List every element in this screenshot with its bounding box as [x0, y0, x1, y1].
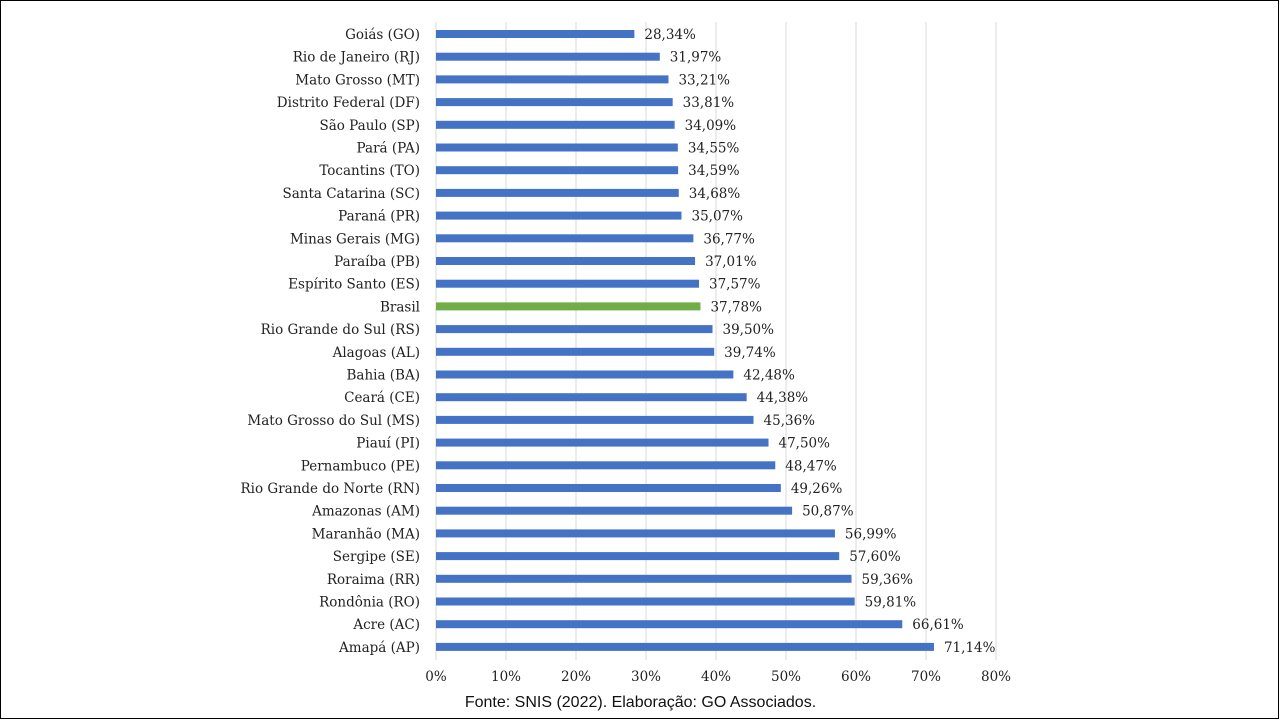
x-tick-label: 30% [631, 669, 661, 685]
category-label: Goiás (GO) [345, 27, 420, 43]
value-label: 39,74% [724, 345, 776, 361]
value-label: 59,81% [865, 595, 917, 611]
source-note: Fonte: SNIS (2022). Elaboração: GO Assoc… [464, 694, 817, 711]
bar [436, 75, 669, 84]
bar [436, 574, 852, 583]
bar [436, 234, 694, 243]
value-label: 71,14% [944, 640, 996, 656]
category-label: Minas Gerais (MG) [290, 231, 420, 247]
bar [436, 393, 747, 402]
bar [436, 484, 781, 492]
value-label: 45,36% [764, 413, 816, 429]
x-tick-label: 40% [701, 669, 731, 685]
category-label: Tocantins (TO) [319, 163, 420, 179]
category-label: Amapá (AP) [338, 640, 420, 656]
category-label: Amazonas (AM) [311, 504, 420, 520]
value-label: 33,21% [678, 72, 730, 88]
category-label: Paraná (PR) [338, 209, 420, 225]
value-label: 49,26% [791, 481, 843, 497]
value-label: 37,78% [710, 299, 762, 315]
bar [436, 620, 903, 629]
bar [436, 98, 673, 107]
category-label: Bahia (BA) [346, 368, 420, 384]
value-label: 33,81% [683, 95, 735, 111]
category-label: Paraíba (PB) [334, 254, 420, 270]
category-label: Pará (PA) [357, 141, 420, 157]
value-label: 42,48% [743, 368, 795, 384]
x-axis-ticks: 0% 10% 20% 30% 40% 50% 60% 70% 80% [425, 669, 1011, 685]
category-label: Distrito Federal (DF) [277, 95, 420, 111]
bar [436, 461, 776, 470]
category-label: São Paulo (SP) [319, 118, 420, 134]
value-label: 35,07% [691, 209, 743, 225]
bar [436, 552, 840, 561]
category-label: Roraima (RR) [327, 572, 420, 588]
bar [436, 143, 678, 152]
category-label: Acre (AC) [352, 617, 420, 633]
category-label: Maranhão (MA) [312, 526, 420, 542]
category-label: Rondônia (RO) [319, 595, 420, 611]
value-label: 44,38% [757, 390, 809, 406]
category-label: Rio Grande do Norte (RN) [241, 481, 420, 497]
value-label: 34,68% [689, 186, 741, 202]
value-label: 66,61% [912, 617, 964, 633]
category-label: Espírito Santo (ES) [288, 277, 420, 293]
category-label: Mato Grosso (MT) [295, 72, 420, 88]
x-tick-label: 50% [771, 669, 801, 685]
category-label: Mato Grosso do Sul (MS) [247, 413, 420, 429]
x-tick-label: 70% [911, 669, 941, 685]
value-label: 48,47% [785, 458, 837, 474]
category-label: Rio Grande do Sul (RS) [261, 322, 420, 338]
bar [436, 642, 934, 651]
value-label: 34,55% [688, 141, 740, 157]
bar [436, 211, 682, 220]
category-label: Rio de Janeiro (RJ) [293, 50, 420, 66]
category-label: Piauí (PI) [356, 436, 420, 452]
value-label: 59,36% [862, 572, 914, 588]
value-label: 37,57% [709, 277, 761, 293]
x-tick-label: 60% [841, 669, 871, 685]
value-label: 56,99% [845, 526, 897, 542]
x-tick-label: 80% [981, 669, 1011, 685]
bar [436, 438, 769, 447]
bar [436, 370, 734, 379]
bar [436, 415, 754, 424]
bar [436, 529, 835, 538]
bar [436, 166, 679, 175]
x-tick-label: 10% [491, 669, 521, 685]
bar [436, 597, 855, 606]
x-tick-label: 0% [425, 669, 447, 685]
value-label: 34,09% [685, 118, 737, 134]
category-label: Alagoas (AL) [332, 345, 420, 361]
bar [436, 30, 635, 38]
value-label: 50,87% [802, 504, 854, 520]
bar [436, 279, 699, 288]
value-label: 57,60% [849, 549, 901, 565]
bar [436, 120, 675, 129]
value-label: 37,01% [705, 254, 757, 270]
bar [436, 347, 715, 356]
value-label: 34,59% [688, 163, 740, 179]
x-tick-label: 20% [561, 669, 591, 685]
labels: Goiás (GO) 28,34% Rio de Janeiro (RJ) 31,97… [241, 27, 996, 656]
bar [436, 257, 696, 265]
category-label: Santa Catarina (SC) [282, 186, 420, 202]
bar [436, 506, 793, 515]
value-label: 28,34% [644, 27, 696, 43]
bar [436, 188, 679, 197]
category-label: Brasil [380, 299, 420, 315]
bar [436, 52, 660, 61]
value-label: 36,77% [703, 231, 755, 247]
category-label: Ceará (CE) [344, 390, 420, 406]
value-label: 39,50% [723, 322, 775, 338]
category-label: Sergipe (SE) [333, 549, 420, 565]
value-label: 31,97% [670, 50, 722, 66]
value-label: 47,50% [779, 436, 831, 452]
bar [436, 302, 701, 311]
bars [436, 30, 934, 651]
category-label: Pernambuco (PE) [301, 458, 420, 474]
bar [436, 325, 713, 334]
